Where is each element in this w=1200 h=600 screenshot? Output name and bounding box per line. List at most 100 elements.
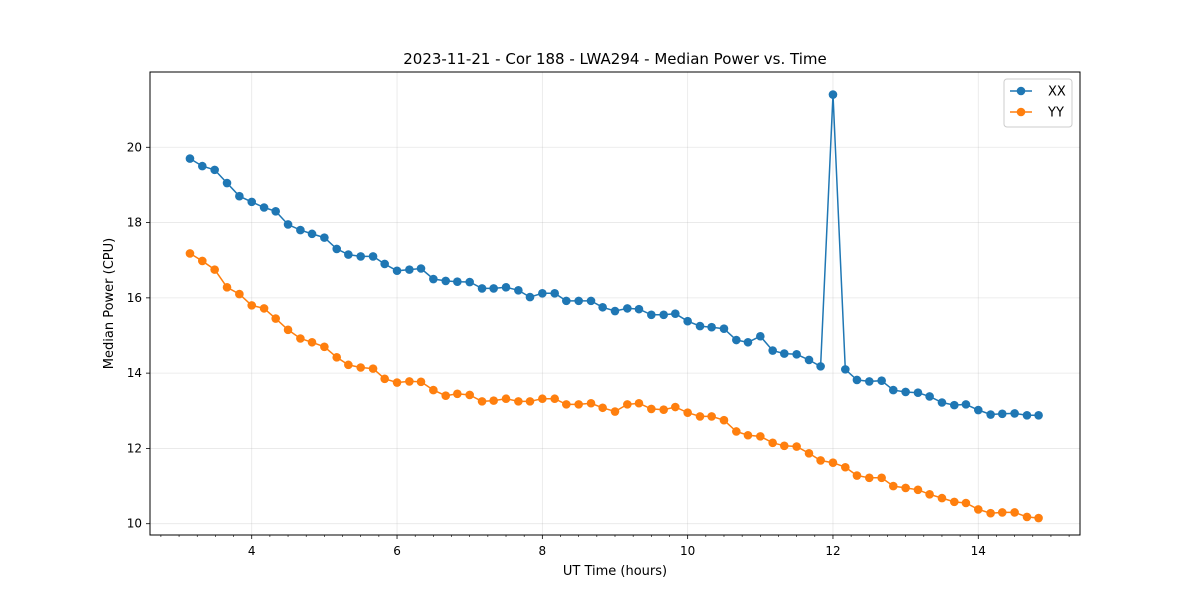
data-point-xx [768, 346, 777, 355]
data-point-yy [356, 363, 366, 372]
data-point-xx [756, 331, 765, 341]
data-point-xx [743, 337, 753, 347]
data-point-yy [283, 325, 293, 335]
chart-title: 2023-11-21 - Cor 188 - LWA294 - Median P… [403, 50, 827, 68]
data-point-xx [841, 365, 850, 374]
data-point-yy [864, 473, 874, 483]
axis-ticks: 4 6 8 10 12 14 10 12 14 16 18 20 [127, 140, 1070, 558]
data-point-xx [235, 191, 244, 201]
data-point-yy [550, 394, 559, 404]
data-point-xx [489, 284, 498, 293]
legend-marker-yy [1016, 107, 1026, 117]
data-point-yy [732, 427, 741, 436]
data-point-yy [816, 456, 825, 465]
data-point-xx [647, 310, 656, 320]
data-point-xx [477, 284, 487, 293]
data-point-yy [210, 265, 219, 274]
data-point-yy [296, 334, 305, 343]
data-point-yy [671, 402, 680, 412]
data-point-yy [779, 441, 789, 451]
data-point-xx [961, 400, 971, 409]
legend-label-xx: XX [1048, 85, 1066, 100]
data-point-xx [380, 259, 389, 269]
data-point-xx [695, 321, 705, 331]
data-point-yy [514, 397, 523, 406]
data-point-yy [247, 301, 257, 310]
data-point-yy [1022, 512, 1032, 522]
data-point-xx [1010, 409, 1019, 418]
data-point-yy [973, 505, 983, 514]
data-point-yy [913, 485, 923, 495]
data-point-yy [538, 394, 547, 404]
y-tick-label: 10 [127, 517, 142, 531]
data-point-yy [332, 353, 342, 362]
legend-marker-xx [1016, 86, 1026, 96]
data-point-yy [1034, 513, 1043, 523]
data-point-yy [525, 397, 535, 406]
data-point-yy [307, 337, 317, 347]
data-point-xx [392, 266, 402, 276]
data-point-xx [574, 296, 583, 306]
data-point-yy [961, 498, 971, 508]
data-point-yy [562, 400, 571, 409]
data-point-yy [429, 385, 438, 395]
data-point-xx [937, 398, 947, 407]
data-point-xx [828, 90, 838, 99]
data-point-xx [586, 296, 596, 306]
data-point-xx [332, 244, 342, 254]
data-point-xx [296, 225, 305, 235]
data-point-xx [562, 296, 571, 306]
data-point-yy [901, 483, 910, 493]
data-point-yy [804, 449, 814, 458]
data-point-xx [888, 385, 898, 395]
y-tick-label: 12 [127, 441, 142, 455]
data-point-xx [501, 283, 511, 292]
data-point-xx [283, 220, 293, 229]
data-point-yy [719, 415, 729, 425]
data-point-yy [888, 481, 898, 491]
data-point-yy [852, 471, 862, 480]
data-point-yy [707, 412, 716, 421]
data-point-xx [732, 335, 741, 345]
data-point-xx [950, 400, 959, 410]
data-point-yy [392, 378, 402, 387]
data-point-xx [623, 304, 632, 313]
data-point-xx [453, 277, 462, 286]
data-point-xx [465, 277, 474, 287]
data-point-yy [756, 432, 765, 441]
data-point-yy [743, 430, 753, 440]
data-point-yy [828, 458, 838, 468]
data-point-xx [271, 206, 280, 216]
data-point-yy [634, 398, 644, 408]
data-point-xx [925, 392, 934, 401]
data-point-xx [997, 409, 1007, 419]
data-point-xx [210, 165, 219, 175]
data-point-xx [441, 276, 451, 286]
data-point-xx [416, 264, 426, 273]
legend: XX YY [1003, 78, 1073, 128]
data-point-yy [986, 508, 995, 518]
data-point-xx [634, 304, 644, 314]
legend-label-yy: YY [1047, 106, 1064, 121]
data-point-xx [538, 289, 547, 298]
data-point-yy [659, 405, 668, 414]
data-point-xx [344, 250, 353, 259]
data-point-yy [877, 473, 886, 483]
data-point-xx [259, 203, 269, 212]
data-point-yy [950, 497, 959, 507]
data-point-xx [913, 388, 923, 398]
data-point-xx [792, 350, 801, 359]
data-point-xx [877, 376, 886, 385]
data-point-xx [852, 375, 862, 385]
data-point-yy [380, 374, 389, 384]
data-point-xx [671, 309, 680, 318]
data-point-xx [368, 252, 378, 261]
data-point-xx [816, 362, 825, 371]
data-point-yy [465, 390, 474, 400]
data-point-yy [937, 493, 947, 503]
data-point-yy [610, 407, 620, 416]
grid [150, 72, 1080, 535]
data-point-xx [320, 233, 329, 242]
data-point-yy [501, 394, 511, 404]
